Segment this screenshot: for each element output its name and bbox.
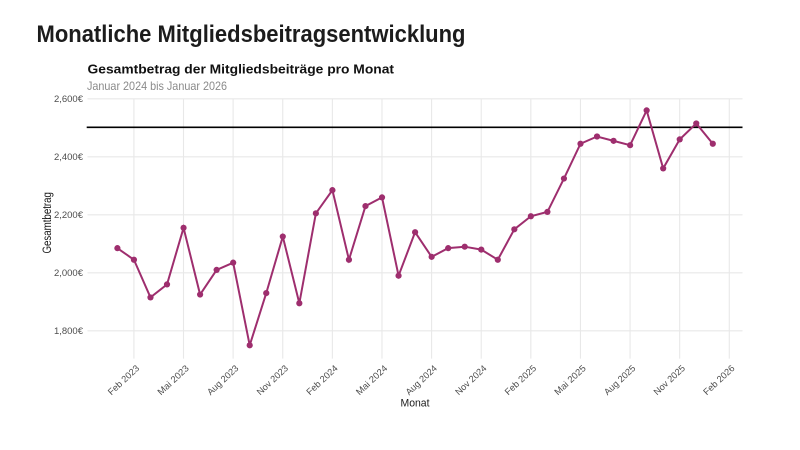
svg-text:Monatliche Mitgliedsbeitragsen: Monatliche Mitgliedsbeitragsentwicklung <box>37 21 466 48</box>
svg-text:Gesamtbetrag: Gesamtbetrag <box>42 192 54 254</box>
svg-text:2,200€: 2,200€ <box>54 210 84 221</box>
svg-text:2,600€: 2,600€ <box>54 94 84 105</box>
svg-text:Monat: Monat <box>401 398 431 410</box>
svg-text:Gesamtbetrag der Mitgliedsbeit: Gesamtbetrag der Mitgliedsbeiträge pro M… <box>88 62 395 77</box>
svg-text:2,400€: 2,400€ <box>54 152 84 163</box>
svg-text:1,800€: 1,800€ <box>54 326 84 337</box>
svg-text:Januar 2024 bis Januar 2026: Januar 2024 bis Januar 2026 <box>87 79 227 93</box>
svg-text:2,000€: 2,000€ <box>54 268 84 279</box>
